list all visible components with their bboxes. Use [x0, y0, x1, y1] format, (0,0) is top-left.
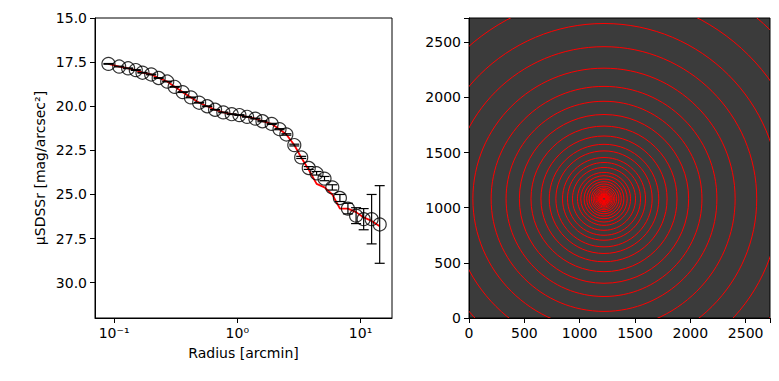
svg-text:Radius [arcmin]: Radius [arcmin] — [188, 345, 298, 361]
svg-text:1500: 1500 — [617, 325, 653, 341]
svg-text:22.5: 22.5 — [56, 142, 87, 158]
svg-text:0: 0 — [452, 310, 461, 326]
svg-text:20.0: 20.0 — [56, 98, 87, 114]
svg-text:25.0: 25.0 — [56, 186, 87, 202]
svg-text:2000: 2000 — [425, 89, 461, 105]
svg-text:17.5: 17.5 — [56, 54, 87, 70]
svg-text:1500: 1500 — [425, 145, 461, 161]
svg-text:1000: 1000 — [562, 325, 598, 341]
svg-text:μSDSSr [mag/arcsec²]: μSDSSr [mag/arcsec²] — [32, 91, 48, 245]
svg-text:10⁻¹: 10⁻¹ — [99, 325, 130, 341]
svg-text:15.0: 15.0 — [56, 10, 87, 26]
svg-text:1000: 1000 — [425, 200, 461, 216]
svg-text:2500: 2500 — [425, 34, 461, 50]
svg-text:2500: 2500 — [728, 325, 764, 341]
svg-text:2000: 2000 — [673, 325, 709, 341]
svg-text:500: 500 — [511, 325, 538, 341]
svg-text:30.0: 30.0 — [56, 275, 87, 291]
svg-text:500: 500 — [434, 255, 461, 271]
svg-text:10⁰: 10⁰ — [226, 325, 250, 341]
svg-text:10¹: 10¹ — [349, 325, 372, 341]
svg-text:27.5: 27.5 — [56, 231, 87, 247]
svg-text:0: 0 — [465, 325, 474, 341]
